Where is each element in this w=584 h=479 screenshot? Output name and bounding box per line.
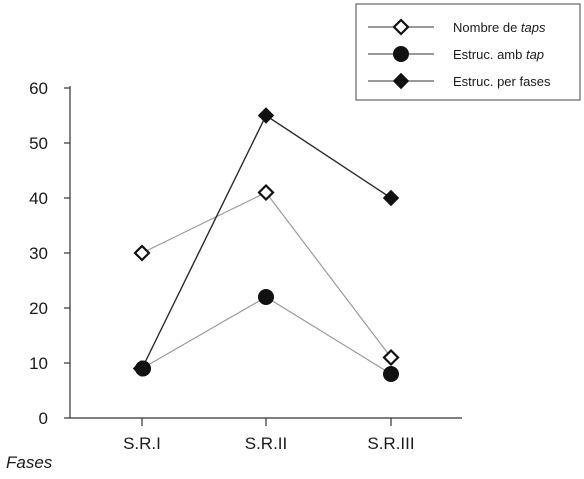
axes: 0 10 20 30 40 50 60 S.R.I S.R.II S.R.III Fases xyxy=(6,79,462,472)
x-tick-label: S.R.III xyxy=(367,434,414,453)
y-tick-label: 30 xyxy=(29,244,48,263)
data-point-marker xyxy=(382,348,400,367)
legend-marker xyxy=(392,18,410,36)
legend-label: Estruc. per fases xyxy=(453,74,551,89)
legend-label: Nombre de taps xyxy=(453,20,546,35)
series-line xyxy=(141,191,392,358)
data-point-marker xyxy=(132,360,150,377)
legend-marker xyxy=(392,72,410,90)
data-point-marker xyxy=(383,366,399,382)
data-point-marker xyxy=(257,183,275,202)
x-axis-title: Fases xyxy=(6,453,53,472)
data-point-marker xyxy=(133,244,151,262)
y-tick-label: 20 xyxy=(29,299,48,318)
data-point-marker xyxy=(257,107,275,124)
y-tick-label: 50 xyxy=(29,134,48,153)
x-tick-label: S.R.II xyxy=(245,434,288,453)
x-tick-label: S.R.I xyxy=(123,434,161,453)
legend: Nombre de taps Estruc. amb tap Estruc. per… xyxy=(355,3,581,101)
y-tick-label: 10 xyxy=(29,354,48,373)
series-line xyxy=(141,114,392,369)
y-tick-label: 40 xyxy=(29,189,48,208)
data-point-marker xyxy=(382,189,400,207)
y-tick-label: 0 xyxy=(39,409,48,428)
legend-marker xyxy=(393,46,409,62)
y-tick-label: 60 xyxy=(29,79,48,98)
legend-box xyxy=(355,3,581,101)
series-lines xyxy=(141,114,392,375)
series-markers xyxy=(132,107,400,382)
data-point-marker xyxy=(258,289,274,305)
legend-label: Estruc. amb tap xyxy=(453,47,544,62)
